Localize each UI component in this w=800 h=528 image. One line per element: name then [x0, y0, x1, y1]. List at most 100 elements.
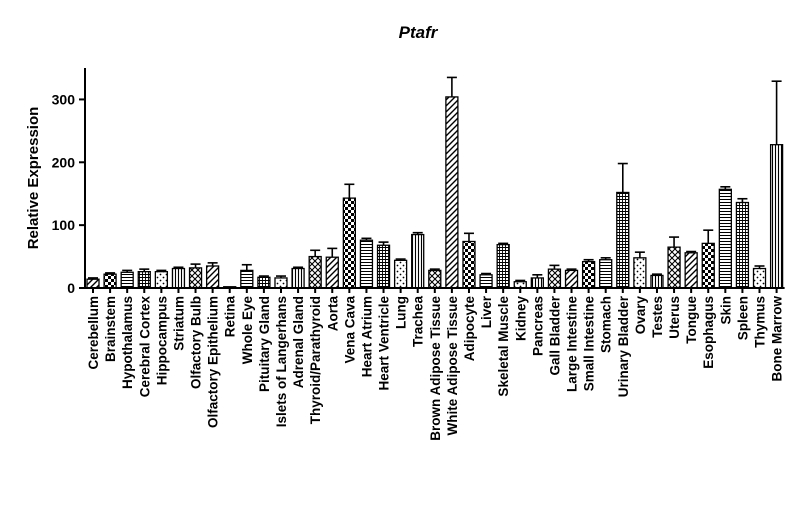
bar	[479, 274, 493, 289]
error-bar	[173, 266, 184, 269]
x-tick-label: Small Intestine	[582, 296, 597, 392]
error-bar	[515, 279, 526, 282]
error-bar	[754, 265, 765, 269]
x-tick-label: Testes	[650, 296, 665, 338]
bar	[411, 233, 425, 289]
bar	[120, 271, 134, 289]
bar	[325, 256, 339, 289]
x-axis-tick-labels: Cerebellum Brainstem Hypothalamus Cerebral …	[86, 288, 785, 441]
bar	[445, 96, 459, 289]
bar	[137, 271, 151, 289]
x-tick-label: Aorta	[325, 296, 340, 332]
bars	[86, 96, 784, 289]
x-tick-label: Gall Bladder	[547, 295, 562, 375]
bar	[599, 259, 613, 289]
bar	[769, 144, 784, 289]
x-tick-label: Brown Adipose Tissue	[428, 296, 443, 441]
bar	[376, 244, 391, 289]
bar	[735, 201, 750, 289]
x-tick-label: White Adipose Tissue	[445, 296, 460, 436]
x-tick-label: Hippocampus	[154, 296, 169, 385]
error-bar	[463, 232, 474, 242]
x-tick-label: Striatum	[171, 296, 186, 351]
bar	[86, 278, 100, 289]
error-bar	[532, 273, 543, 278]
x-tick-label: Skeletal Muscle	[496, 296, 511, 397]
bar	[701, 242, 715, 289]
error-bar	[361, 237, 372, 241]
error-bar	[566, 268, 577, 271]
y-axis-label: Relative Expression	[25, 107, 42, 250]
error-bar	[395, 258, 406, 261]
x-tick-label: Olfactory Epithelium	[206, 296, 221, 428]
bar	[188, 267, 203, 289]
y-tick-label: 200	[52, 154, 76, 170]
bar	[205, 265, 220, 289]
error-bar	[258, 275, 269, 278]
bar	[650, 274, 664, 289]
error-bar	[378, 241, 389, 246]
x-tick-label: Stomach	[599, 296, 614, 353]
x-tick-label: Adipocyte	[462, 296, 477, 362]
x-tick-label: Tongue	[684, 296, 699, 344]
error-bar	[651, 273, 662, 276]
error-bar	[686, 250, 697, 253]
chart-title: Ptafr	[399, 23, 439, 42]
error-bar	[310, 249, 321, 257]
y-axis-ticks: 0 100 200 300	[52, 91, 85, 296]
bar	[667, 246, 681, 289]
bar	[684, 252, 698, 289]
bar	[308, 255, 322, 289]
bar	[718, 188, 732, 289]
bar	[103, 273, 117, 289]
bar	[581, 260, 596, 289]
y-tick-label: 100	[52, 217, 76, 233]
x-tick-label: Heart Atrium	[359, 296, 374, 377]
error-bar	[156, 269, 167, 272]
x-tick-label: Thyroid/Parathyroid	[308, 296, 323, 424]
error-bar	[617, 162, 628, 193]
bar	[393, 259, 408, 289]
x-tick-label: Adrenal Gland	[291, 296, 306, 388]
error-bar	[634, 251, 645, 258]
x-tick-label: Islets of Langerhans	[274, 296, 289, 427]
error-bar	[549, 264, 560, 270]
x-tick-label: Thymus	[753, 296, 768, 348]
x-tick-label: Hypothalamus	[120, 296, 135, 389]
y-tick-label: 0	[67, 280, 75, 296]
bar	[240, 269, 254, 289]
error-bar	[669, 236, 680, 248]
bar	[154, 271, 169, 289]
x-tick-label: Trachea	[411, 296, 426, 348]
error-bar	[207, 262, 218, 266]
bar	[291, 267, 305, 289]
error-bar	[105, 272, 116, 275]
x-tick-label: Spleen	[735, 296, 750, 340]
x-tick-label: Lung	[394, 296, 409, 329]
x-tick-label: Kidney	[513, 296, 528, 342]
bar	[274, 277, 288, 289]
error-bar	[446, 76, 457, 97]
error-bar	[88, 277, 98, 280]
error-bar	[498, 242, 509, 245]
error-bar	[737, 197, 748, 203]
bar	[564, 269, 579, 289]
bar	[633, 257, 647, 289]
bar	[752, 267, 767, 289]
x-tick-label: Bone Marrow	[770, 296, 785, 382]
x-tick-label: Ovary	[633, 296, 648, 335]
error-bar	[122, 269, 133, 273]
x-tick-label: Pancreas	[530, 296, 545, 356]
error-bar	[327, 247, 338, 258]
error-bar	[481, 272, 492, 275]
x-tick-label: Vena Cava	[342, 296, 357, 364]
error-bar	[344, 183, 355, 199]
bar	[496, 243, 510, 289]
x-tick-label: Pituitary Gland	[257, 296, 272, 392]
x-tick-label: Urinary Bladder	[616, 295, 631, 397]
bar	[359, 239, 374, 289]
bar	[547, 268, 562, 289]
bar	[257, 276, 271, 289]
bar	[171, 267, 186, 289]
